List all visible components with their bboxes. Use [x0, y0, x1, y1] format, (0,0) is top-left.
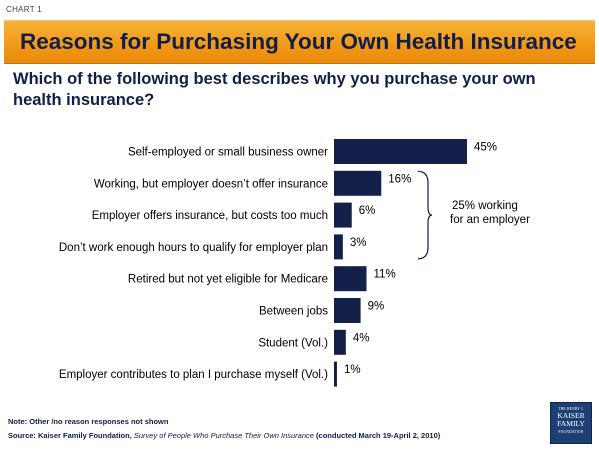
bracket-shape	[417, 170, 433, 260]
bar	[334, 202, 352, 228]
value-label: 6%	[359, 205, 376, 217]
footnote: Note: Other /no reason responses not sho…	[8, 417, 169, 426]
annotation-line-1: 25% working	[452, 200, 518, 212]
logo-line-1: THE HENRY J.	[558, 407, 584, 411]
source-suffix: (conducted March 19-April 2, 2010)	[313, 431, 441, 440]
value-label: 1%	[344, 364, 361, 376]
bar	[334, 234, 343, 260]
category-label: Between jobs	[259, 306, 328, 318]
bar	[334, 298, 361, 323]
value-label: 4%	[353, 332, 370, 344]
value-label: 9%	[368, 301, 385, 313]
bar	[334, 266, 367, 292]
value-label: 45%	[474, 142, 497, 154]
value-label: 11%	[374, 269, 396, 281]
category-label: Retired but not yet eligible for Medicar…	[128, 274, 328, 286]
chart-number-tag: CHART 1	[6, 5, 43, 14]
value-label: 3%	[350, 237, 367, 249]
chart-title: Reasons for Purchasing Your Own Health I…	[20, 29, 577, 54]
bar	[334, 329, 346, 355]
logo-line-4: FOUNDATION	[558, 430, 584, 434]
bars-layer: Self-employed or small business owner 45%…	[59, 139, 497, 387]
logo-line-2: KAISER	[557, 411, 585, 420]
source-line: Source: Kaiser Family Foundation, Survey…	[8, 431, 440, 440]
value-label: 16%	[388, 173, 411, 185]
logo-line-3: FAMILY	[557, 419, 585, 428]
bar	[334, 170, 382, 196]
category-label: Employer offers insurance, but costs too…	[92, 210, 328, 222]
annotation-line-2: for an employer	[450, 214, 530, 226]
category-label: Don’t work enough hours to qualify for e…	[59, 242, 328, 254]
category-label: Working, but employer doesn’t offer insu…	[94, 178, 328, 190]
brace-annotation: 25% working for an employer	[417, 170, 530, 260]
source-prefix: Source: Kaiser Family Foundation,	[8, 431, 134, 440]
title-bar: Reasons for Purchasing Your Own Health I…	[4, 20, 595, 64]
category-label: Self-employed or small business owner	[128, 147, 328, 159]
bar	[334, 361, 337, 387]
source-survey-title: Survey of People Who Purchase Their Own …	[133, 431, 314, 440]
kaiser-family-foundation-logo: THE HENRY J. KAISER FAMILY FOUNDATION	[550, 402, 592, 444]
survey-question: Which of the following best describes wh…	[13, 70, 536, 109]
bar	[334, 139, 467, 164]
category-label: Student (Vol.)	[258, 337, 328, 349]
category-label: Employer contributes to plan I purchase …	[59, 369, 328, 381]
